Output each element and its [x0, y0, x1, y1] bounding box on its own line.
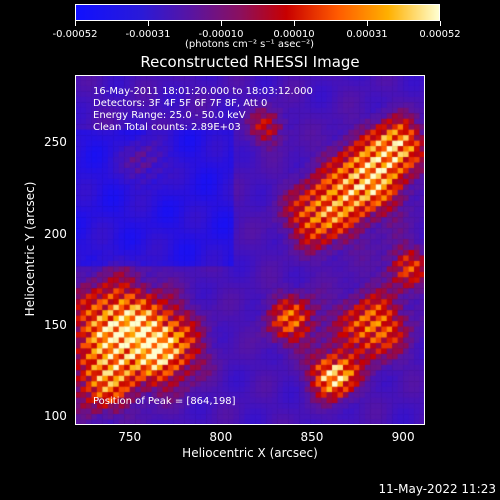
- colorbar-tick-label: 0.00031: [346, 29, 388, 40]
- y-tick-label: 150: [44, 317, 67, 332]
- y-tick-label: 100: [44, 408, 67, 423]
- colorbar-tick-mark: [148, 21, 149, 26]
- y-tick-label: 250: [44, 135, 67, 150]
- colorbar-tick-mark: [294, 21, 295, 26]
- x-tick-label: 800: [209, 430, 233, 444]
- annotation-clean-counts: Clean Total counts: 2.89E+03: [93, 122, 241, 133]
- x-tick-label: 850: [300, 430, 324, 444]
- colorbar-tick-label: -0.00052: [52, 29, 98, 40]
- x-tick-label: 900: [391, 430, 415, 444]
- y-axis-label: Heliocentric Y (arcsec): [23, 181, 37, 317]
- colorbar-tick-label: 0.00010: [273, 29, 315, 40]
- colorbar-tick-mark: [75, 21, 76, 26]
- annotation-peak-position: Position of Peak = [864,198]: [93, 396, 236, 407]
- colorbar-tick-label: 0.00052: [419, 29, 461, 40]
- colorbar-tick-mark: [367, 21, 368, 26]
- colorbar-unit: (photons cm⁻² s⁻¹ asec⁻²): [185, 39, 315, 50]
- y-tick-label: 200: [44, 226, 67, 241]
- colorbar: [75, 4, 440, 21]
- annotation-energy-range: Energy Range: 25.0 - 50.0 keV: [93, 110, 246, 121]
- heatmap-image: [75, 75, 425, 425]
- x-axis-label: Heliocentric X (arcsec): [182, 446, 318, 460]
- timestamp: 11-May-2022 11:23: [378, 482, 496, 496]
- colorbar-tick-label: -0.00010: [198, 29, 244, 40]
- colorbar-tick-label: -0.00031: [125, 29, 171, 40]
- colorbar-tick-mark: [221, 21, 222, 26]
- annotation-time-range: 16-May-2011 18:01:20.000 to 18:03:12.000: [93, 86, 313, 97]
- chart-title: Reconstructed RHESSI Image: [140, 53, 360, 71]
- annotation-detectors: Detectors: 3F 4F 5F 6F 7F 8F, Att 0: [93, 98, 268, 109]
- colorbar-tick-mark: [440, 21, 441, 26]
- x-tick-label: 750: [118, 430, 142, 444]
